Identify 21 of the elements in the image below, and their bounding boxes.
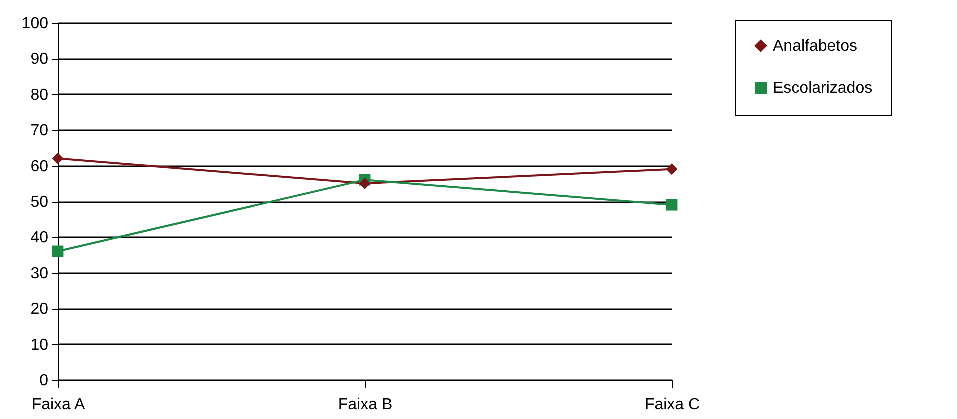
- y-tick-label: 40: [30, 230, 49, 247]
- x-tick-label: Faixa B: [338, 396, 393, 414]
- y-tick-label: 80: [30, 86, 49, 104]
- point: [666, 164, 678, 176]
- y-tick-label: 50: [30, 194, 49, 211]
- y-tick-label: 70: [30, 122, 49, 140]
- x-tick-label: Faixa C: [644, 396, 700, 414]
- y-tick-label: 100: [22, 16, 49, 32]
- x-tick-label: Faixa A: [32, 396, 86, 414]
- y-tick-label: 60: [30, 158, 49, 176]
- point: [52, 246, 64, 258]
- point: [666, 199, 678, 211]
- y-tick-label: 20: [30, 301, 49, 318]
- point: [52, 152, 64, 164]
- y-tick-label: 30: [30, 265, 49, 282]
- point: [359, 178, 371, 190]
- y-tick-label: 10: [30, 336, 49, 354]
- legend-label: Analfabetos: [773, 38, 858, 55]
- legend-label: Escolarizados: [773, 80, 873, 97]
- y-tick-label: 0: [40, 372, 49, 390]
- y-tick-label: 90: [30, 51, 49, 68]
